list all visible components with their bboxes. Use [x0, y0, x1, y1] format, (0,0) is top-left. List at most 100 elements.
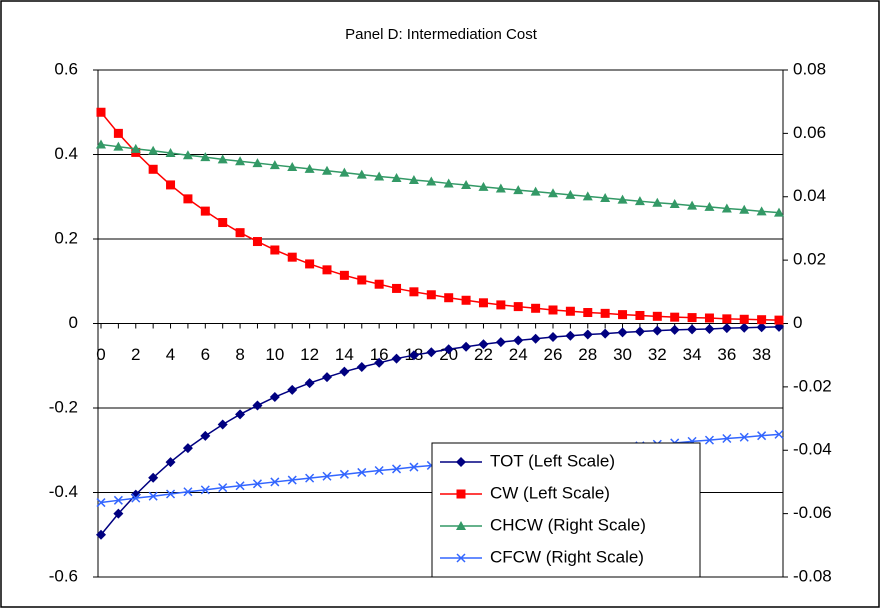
marker [617, 194, 628, 204]
marker [704, 201, 715, 211]
marker [339, 270, 349, 280]
marker [652, 197, 663, 207]
series-line [100, 111, 780, 321]
marker [200, 206, 210, 216]
marker [217, 419, 228, 430]
marker [618, 310, 628, 320]
marker [669, 324, 680, 335]
marker [392, 283, 402, 293]
marker [687, 313, 697, 323]
marker [217, 154, 228, 164]
marker [721, 323, 732, 334]
marker [200, 430, 211, 441]
marker [495, 337, 506, 348]
marker [634, 196, 645, 206]
marker [305, 473, 315, 483]
marker [200, 152, 211, 162]
x-tick-label: 22 [474, 345, 493, 364]
marker [96, 107, 106, 117]
series-line [100, 326, 780, 536]
marker [456, 521, 466, 530]
x-tick-label: 0 [96, 345, 105, 364]
y2-tick-label: 0.02 [793, 250, 826, 269]
marker [322, 265, 332, 275]
marker [704, 323, 715, 334]
marker [374, 171, 385, 181]
marker [513, 302, 523, 312]
marker [165, 457, 176, 468]
marker [218, 218, 228, 228]
marker [495, 183, 506, 193]
y2-tick-label: -0.04 [793, 440, 832, 459]
series-line [100, 143, 780, 214]
marker [670, 312, 680, 322]
marker [722, 433, 732, 444]
marker [548, 332, 558, 343]
marker [721, 203, 732, 213]
marker [304, 163, 315, 173]
marker [131, 493, 141, 503]
marker [548, 305, 558, 315]
x-tick-label: 2 [131, 345, 140, 364]
marker [148, 472, 159, 483]
marker [513, 335, 524, 346]
marker [96, 498, 106, 508]
x-tick-label: 4 [166, 345, 175, 364]
marker [339, 167, 350, 177]
x-tick-label: 8 [235, 345, 244, 364]
y-tick-label: -0.4 [49, 482, 78, 501]
marker [756, 206, 767, 216]
marker [356, 169, 367, 179]
x-tick-label: 24 [509, 345, 528, 364]
marker [252, 479, 262, 489]
marker [530, 333, 541, 344]
marker [704, 313, 714, 323]
marker [739, 432, 749, 442]
marker [739, 204, 750, 214]
marker [456, 489, 466, 499]
marker [356, 362, 367, 373]
marker [478, 181, 489, 191]
marker [600, 193, 611, 203]
marker [218, 483, 228, 493]
marker [252, 400, 263, 411]
marker [530, 186, 541, 196]
marker [548, 188, 558, 198]
marker [461, 180, 472, 190]
x-tick-label: 30 [613, 345, 632, 364]
x-tick-label: 28 [578, 345, 597, 364]
marker [322, 372, 332, 383]
marker [757, 315, 767, 325]
marker [200, 485, 210, 495]
marker [339, 469, 349, 479]
legend: TOT (Left Scale) CW (Left Scale) CHCW (Rig… [431, 442, 701, 578]
chart-title: Panel D: Intermediation Cost [345, 26, 538, 43]
marker [757, 431, 767, 441]
marker [774, 207, 784, 217]
marker [739, 314, 749, 324]
marker [704, 435, 714, 445]
marker [565, 189, 576, 199]
marker [617, 327, 628, 338]
marker [270, 477, 280, 487]
marker [408, 350, 419, 361]
y-tick-label: -0.6 [49, 566, 78, 585]
marker [148, 145, 159, 155]
marker [96, 529, 106, 540]
marker [652, 311, 662, 321]
marker [391, 173, 402, 183]
marker [444, 293, 454, 303]
marker [374, 465, 384, 476]
marker [600, 308, 610, 318]
marker [739, 322, 750, 333]
marker [426, 347, 437, 358]
marker [582, 329, 593, 340]
legend-label: CHCW (Right Scale) [490, 515, 646, 534]
marker [687, 200, 698, 210]
y-tick-label: -0.2 [49, 397, 78, 416]
marker [478, 298, 488, 308]
marker [269, 160, 280, 170]
marker [113, 141, 124, 151]
marker [635, 310, 645, 320]
